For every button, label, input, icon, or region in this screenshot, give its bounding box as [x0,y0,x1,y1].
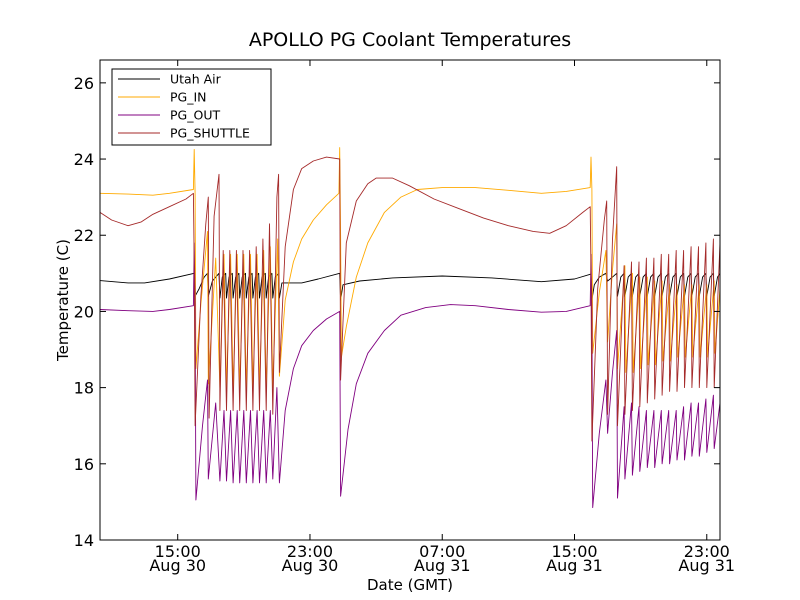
x-axis-label: Date (GMT) [367,576,453,594]
legend-entries: Utah Air PG_IN PG_OUT PG_SHUTTLE [118,72,250,141]
chart-title: APOLLO PG Coolant Temperatures [249,29,571,51]
series-line-pg-shuttle [99,156,721,442]
x-tick-label-time: 15:00 [155,542,201,561]
legend-label: PG_SHUTTLE [170,126,250,141]
y-tick-label: 20 [74,302,94,321]
y-tick-label: 16 [74,455,94,474]
legend-label: PG_OUT [170,108,220,123]
x-tick-label-date: Aug 30 [149,556,206,575]
y-tick-label: 14 [74,531,94,550]
series-layer [99,147,721,509]
series-line-pg-in [99,147,721,389]
plot-frame [99,59,721,541]
y-axis-label: Temperature (C) [54,239,72,362]
y-tick-label: 24 [74,150,94,169]
y-tick-label: 22 [74,226,94,245]
legend-box [111,68,272,146]
y-tick-label: 18 [74,379,94,398]
y-axis-ticks: 14 16 18 20 22 24 26 [74,74,720,550]
x-tick-label-date: Aug 31 [678,556,735,575]
series-line-pg-out [99,242,721,509]
x-tick-label-date: Aug 30 [282,556,339,575]
x-tick-label-time: 15:00 [551,542,597,561]
series-line-utah-air [99,272,721,301]
y-tick-label: 26 [74,74,94,93]
x-tick-label-time: 23:00 [684,542,730,561]
x-tick-label-time: 07:00 [419,542,465,561]
x-tick-label-date: Aug 31 [414,556,471,575]
x-tick-label-date: Aug 31 [546,556,603,575]
legend: Utah Air PG_IN PG_OUT PG_SHUTTLE [111,68,272,146]
legend-label: Utah Air [170,72,222,87]
x-tick-label-time: 23:00 [287,542,333,561]
legend-label: PG_IN [170,90,207,105]
